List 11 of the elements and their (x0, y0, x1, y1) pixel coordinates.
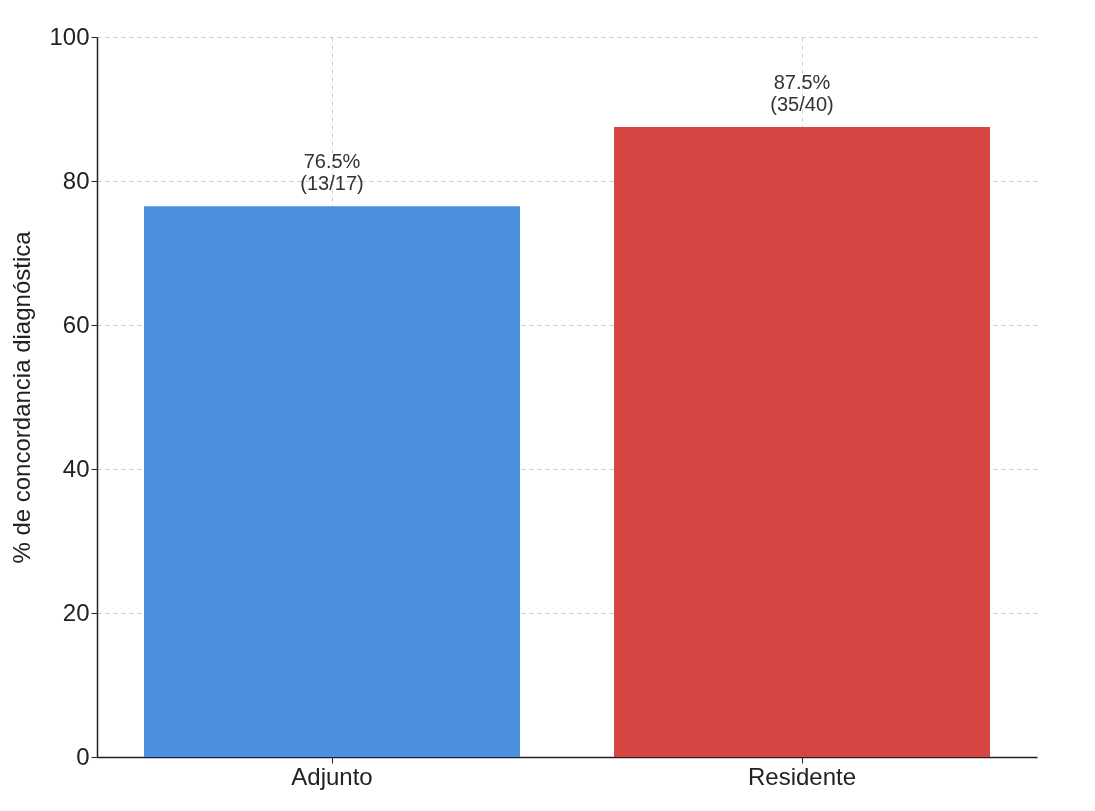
y-tick-label: 100 (49, 22, 90, 50)
data-label: 76.5% (13/17) (300, 150, 364, 195)
x-tick-label: Residente (747, 762, 857, 790)
y-tick-label: 20 (62, 598, 90, 626)
y-axis-title: % de concordancia diagnóstica (8, 230, 36, 564)
y-tick-label: 0 (76, 742, 90, 770)
data-label: 87.5% (35/40) (770, 71, 834, 115)
y-tick-label: 80 (62, 166, 90, 194)
y-tick-label: 40 (62, 454, 90, 482)
x-tick-label: Adjunto (291, 762, 373, 790)
y-tick-label: 60 (62, 310, 90, 338)
